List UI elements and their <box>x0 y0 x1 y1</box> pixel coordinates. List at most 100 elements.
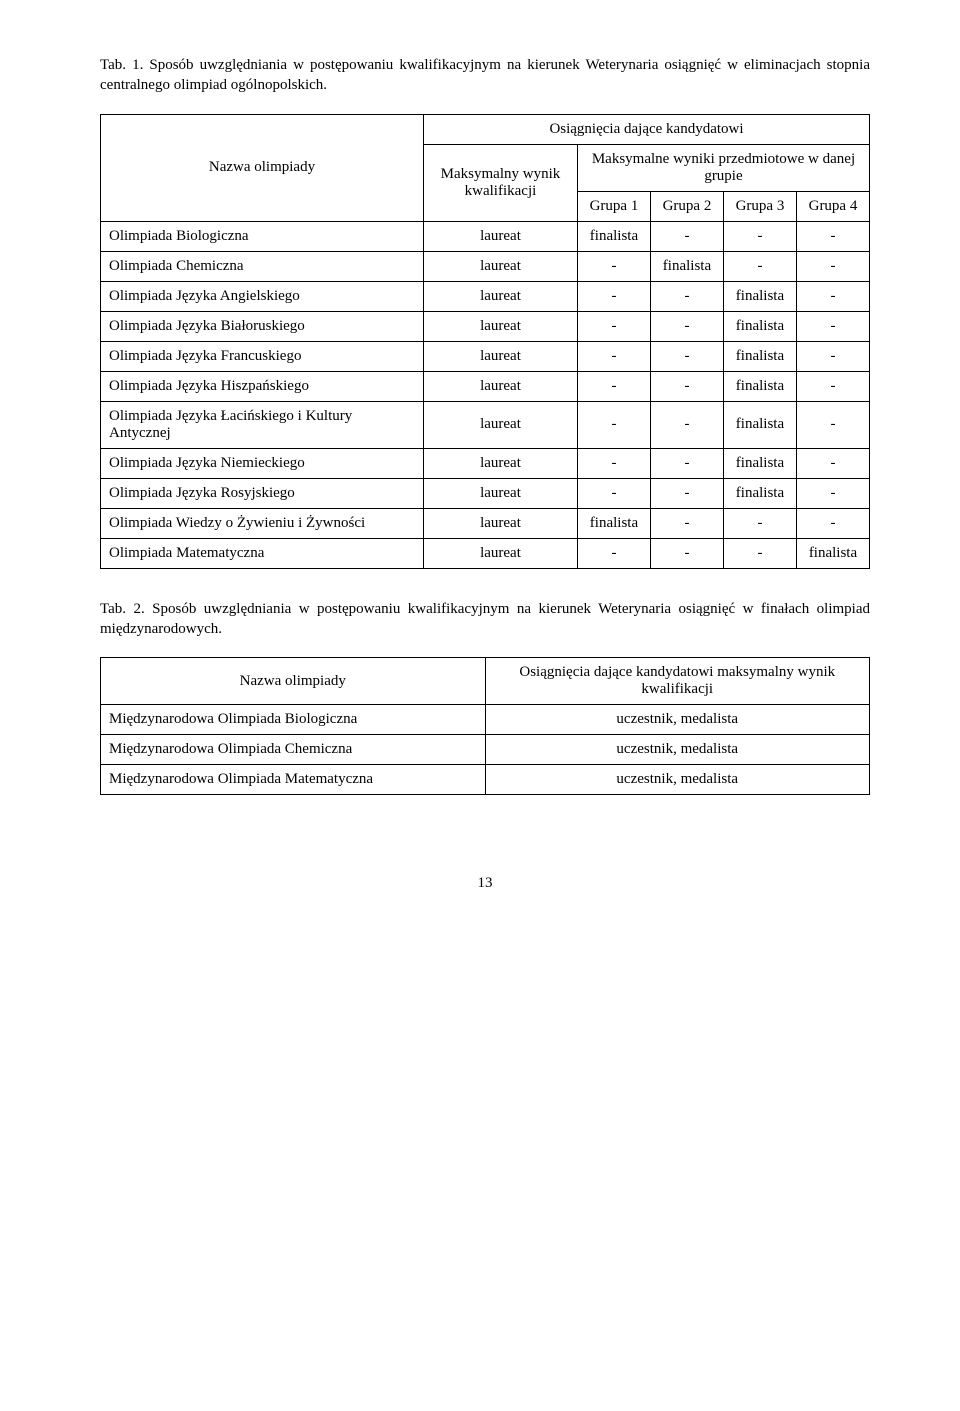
table2-col-name-header: Nazwa olimpiady <box>101 658 486 705</box>
row-maks: laureat <box>423 448 577 478</box>
row-g4: - <box>796 401 869 448</box>
row-g4: - <box>796 341 869 371</box>
row-g4: - <box>796 448 869 478</box>
row-g3: finalista <box>723 478 796 508</box>
row-maks: laureat <box>423 401 577 448</box>
table1-header-top: Osiągnięcia dające kandydatowi <box>423 114 869 144</box>
row-maks: laureat <box>423 508 577 538</box>
row-maks: laureat <box>423 341 577 371</box>
row-g2: - <box>650 478 723 508</box>
row-g4: - <box>796 508 869 538</box>
row-name: Olimpiada Języka Rosyjskiego <box>101 478 424 508</box>
table-row: Olimpiada Języka Białoruskiego laureat -… <box>101 311 870 341</box>
row-g1: - <box>577 311 650 341</box>
row-g4: - <box>796 371 869 401</box>
row-g3: finalista <box>723 311 796 341</box>
row-result: uczestnik, medalista <box>485 735 870 765</box>
table1-group4-header: Grupa 4 <box>796 191 869 221</box>
table-row: Olimpiada Chemiczna laureat - finalista … <box>101 251 870 281</box>
row-maks: laureat <box>423 251 577 281</box>
row-g3: - <box>723 221 796 251</box>
row-g1: - <box>577 281 650 311</box>
row-g2: - <box>650 508 723 538</box>
table1-group1-header: Grupa 1 <box>577 191 650 221</box>
table1-header-row1: Nazwa olimpiady Osiągnięcia dające kandy… <box>101 114 870 144</box>
row-g3: finalista <box>723 341 796 371</box>
row-maks: laureat <box>423 538 577 568</box>
table-row: Olimpiada Biologiczna laureat finalista … <box>101 221 870 251</box>
table-row: Olimpiada Języka Rosyjskiego laureat - -… <box>101 478 870 508</box>
document-page: Tab. 1. Sposób uwzględniania w postępowa… <box>0 0 960 1411</box>
row-name: Międzynarodowa Olimpiada Biologiczna <box>101 705 486 735</box>
row-name: Olimpiada Języka Francuskiego <box>101 341 424 371</box>
row-g3: finalista <box>723 371 796 401</box>
row-g1: - <box>577 448 650 478</box>
row-name: Olimpiada Języka Białoruskiego <box>101 311 424 341</box>
row-g2: - <box>650 448 723 478</box>
table-row: Międzynarodowa Olimpiada Chemiczna uczes… <box>101 735 870 765</box>
row-g3: finalista <box>723 281 796 311</box>
row-maks: laureat <box>423 311 577 341</box>
row-g1: - <box>577 341 650 371</box>
row-g3: - <box>723 538 796 568</box>
row-g1: finalista <box>577 508 650 538</box>
table1-col-wyniki-header: Maksymalne wyniki przedmiotowe w danej g… <box>577 144 869 191</box>
row-g3: - <box>723 508 796 538</box>
row-name: Olimpiada Języka Hiszpańskiego <box>101 371 424 401</box>
row-g3: finalista <box>723 448 796 478</box>
row-maks: laureat <box>423 371 577 401</box>
row-g1: - <box>577 538 650 568</box>
row-g1: finalista <box>577 221 650 251</box>
table-row: Olimpiada Matematyczna laureat - - - fin… <box>101 538 870 568</box>
row-maks: laureat <box>423 281 577 311</box>
table2-col-result-header: Osiągnięcia dające kandydatowi maksymaln… <box>485 658 870 705</box>
row-result: uczestnik, medalista <box>485 705 870 735</box>
table-row: Olimpiada Języka Francuskiego laureat - … <box>101 341 870 371</box>
table-row: Olimpiada Języka Hiszpańskiego laureat -… <box>101 371 870 401</box>
row-name: Olimpiada Wiedzy o Żywieniu i Żywności <box>101 508 424 538</box>
table1-col-name-header: Nazwa olimpiady <box>101 114 424 221</box>
row-g2: - <box>650 221 723 251</box>
row-name: Olimpiada Chemiczna <box>101 251 424 281</box>
row-name: Olimpiada Języka Angielskiego <box>101 281 424 311</box>
table-row: Międzynarodowa Olimpiada Biologiczna ucz… <box>101 705 870 735</box>
row-name: Olimpiada Języka Niemieckiego <box>101 448 424 478</box>
table1-col-maks-header: Maksymalny wynik kwalifikacji <box>423 144 577 221</box>
row-g4: - <box>796 251 869 281</box>
row-g4: - <box>796 281 869 311</box>
row-g2: finalista <box>650 251 723 281</box>
row-g2: - <box>650 281 723 311</box>
table1-group3-header: Grupa 3 <box>723 191 796 221</box>
row-g3: finalista <box>723 401 796 448</box>
row-result: uczestnik, medalista <box>485 765 870 795</box>
row-g3: - <box>723 251 796 281</box>
row-g4: - <box>796 221 869 251</box>
table1: Nazwa olimpiady Osiągnięcia dające kandy… <box>100 114 870 569</box>
row-g2: - <box>650 311 723 341</box>
row-g1: - <box>577 371 650 401</box>
row-g4: finalista <box>796 538 869 568</box>
row-maks: laureat <box>423 478 577 508</box>
page-number: 13 <box>100 875 870 892</box>
table2-caption: Tab. 2. Sposób uwzględniania w postępowa… <box>100 599 870 640</box>
row-g2: - <box>650 371 723 401</box>
row-g1: - <box>577 251 650 281</box>
table2: Nazwa olimpiady Osiągnięcia dające kandy… <box>100 657 870 795</box>
row-name: Międzynarodowa Olimpiada Matematyczna <box>101 765 486 795</box>
row-g2: - <box>650 538 723 568</box>
row-g2: - <box>650 341 723 371</box>
row-name: Olimpiada Matematyczna <box>101 538 424 568</box>
table1-caption: Tab. 1. Sposób uwzględniania w postępowa… <box>100 55 870 96</box>
row-g4: - <box>796 311 869 341</box>
row-g1: - <box>577 478 650 508</box>
table-row: Olimpiada Języka Łacińskiego i Kultury A… <box>101 401 870 448</box>
table-row: Międzynarodowa Olimpiada Matematyczna uc… <box>101 765 870 795</box>
row-maks: laureat <box>423 221 577 251</box>
row-name: Olimpiada Języka Łacińskiego i Kultury A… <box>101 401 424 448</box>
row-g1: - <box>577 401 650 448</box>
table-row: Olimpiada Wiedzy o Żywieniu i Żywności l… <box>101 508 870 538</box>
table-row: Olimpiada Języka Angielskiego laureat - … <box>101 281 870 311</box>
table-row: Olimpiada Języka Niemieckiego laureat - … <box>101 448 870 478</box>
table2-header-row: Nazwa olimpiady Osiągnięcia dające kandy… <box>101 658 870 705</box>
row-name: Olimpiada Biologiczna <box>101 221 424 251</box>
